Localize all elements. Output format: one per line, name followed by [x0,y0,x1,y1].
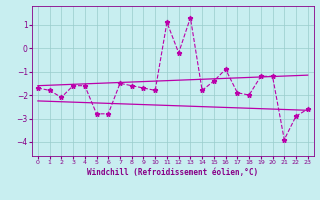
X-axis label: Windchill (Refroidissement éolien,°C): Windchill (Refroidissement éolien,°C) [87,168,258,177]
